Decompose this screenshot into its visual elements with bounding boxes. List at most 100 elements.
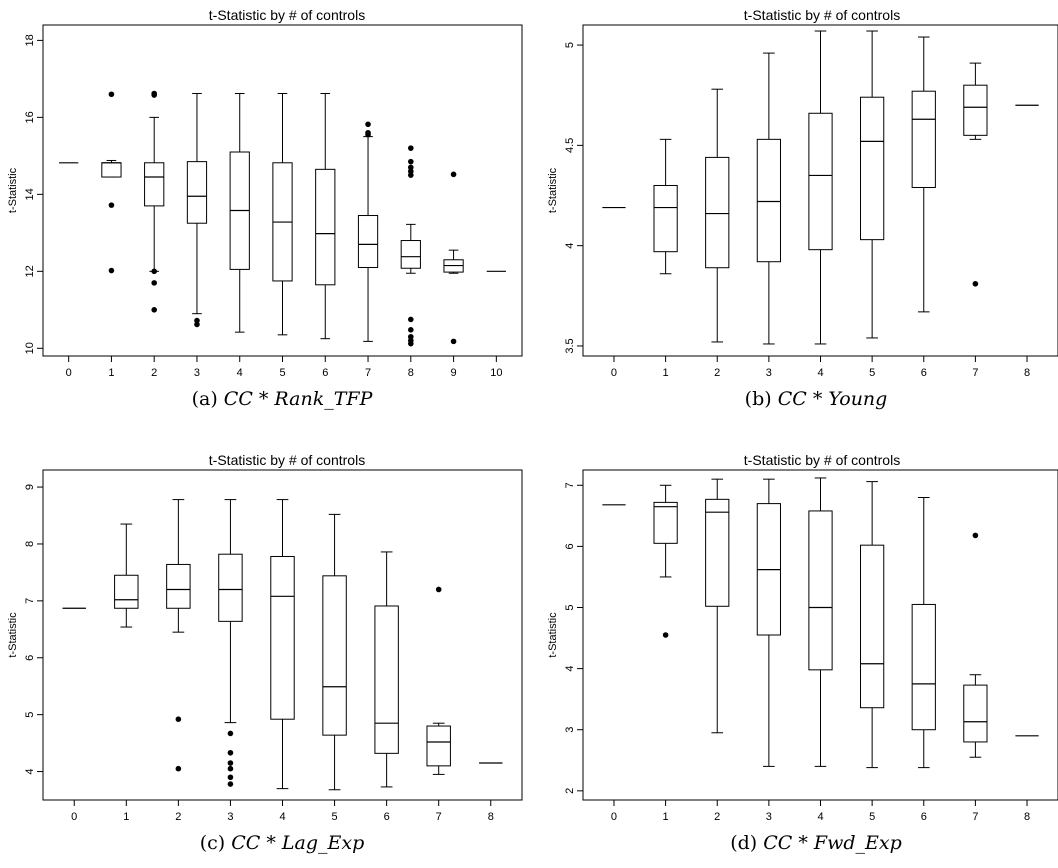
iqr-box — [426, 725, 451, 767]
x-tick-label: 5 — [279, 367, 285, 379]
box-3 — [186, 93, 208, 328]
x-tick-label: 6 — [322, 367, 328, 379]
outlier-point — [108, 91, 115, 98]
x-tick-label: 5 — [869, 811, 875, 823]
y-tick-label: 7 — [24, 598, 36, 604]
caption-math: CC * Young — [778, 388, 888, 410]
iqr-box — [911, 90, 936, 188]
panel-3: t-Statistic by # of controls 4 5 6 7 8 9 t-Stat… — [7, 452, 523, 854]
iqr-box — [808, 112, 833, 251]
outlier-point — [227, 781, 234, 787]
box-1 — [653, 484, 678, 638]
outlier-point — [227, 749, 234, 756]
iqr-box — [315, 168, 336, 286]
iqr-box — [218, 553, 243, 622]
outlier-point — [662, 632, 669, 638]
panel-1: t-Statistic by # of controls1012141618t-… — [7, 7, 523, 410]
x-tick-label: 2 — [714, 367, 720, 379]
y-tick-label: 7 — [564, 482, 576, 488]
y-tick-label: 4 — [24, 768, 36, 774]
box-4 — [808, 477, 833, 767]
x-tick-label: 7 — [436, 811, 442, 823]
box-6 — [315, 93, 336, 340]
iqr-box — [705, 156, 730, 269]
y-tick-label: 2 — [564, 788, 576, 794]
y-axis-label: t-Statistic — [7, 167, 19, 213]
x-tick-label: 5 — [869, 367, 875, 379]
x-tick-label: 7 — [365, 367, 371, 379]
y-tick-label: 5 — [24, 712, 36, 718]
y-tick-label: 14 — [24, 188, 36, 200]
x-tick-label: 2 — [151, 367, 157, 379]
iqr-box — [963, 684, 988, 743]
outlier-point — [227, 774, 234, 781]
caption-prefix: (a) — [192, 388, 224, 410]
outlier-point — [408, 158, 414, 165]
iqr-box — [653, 184, 678, 253]
iqr-box — [808, 510, 833, 671]
iqr-box — [144, 162, 165, 207]
iqr-box — [963, 84, 988, 136]
outlier-point — [408, 168, 414, 175]
outlier-point — [450, 338, 457, 345]
iqr-box — [756, 138, 781, 263]
iqr-box — [101, 162, 122, 178]
iqr-box — [166, 563, 191, 609]
iqr-box — [186, 161, 208, 224]
x-tick-label: 4 — [279, 811, 285, 823]
outlier-point — [408, 327, 414, 333]
caption-prefix: (d) — [730, 832, 763, 854]
panel-2: t-Statistic by # of controls 3.5 4 4.5 5 t-St… — [547, 7, 1058, 410]
iqr-box — [860, 96, 885, 241]
x-tick-label: 2 — [714, 811, 720, 823]
outlier-point — [408, 164, 414, 171]
panel-caption: (a) CC * Rank_TFP — [192, 388, 374, 410]
iqr-box — [114, 574, 139, 609]
outlier-point — [972, 280, 979, 287]
x-tick-label: 7 — [972, 811, 978, 823]
x-tick-label: 0 — [66, 367, 72, 379]
outlier-point — [408, 145, 414, 151]
y-axis-label: t-Statistic — [7, 612, 19, 658]
iqr-box — [653, 501, 678, 544]
x-tick-label: 2 — [175, 811, 181, 823]
y-axis-label: t-Statistic — [547, 612, 559, 658]
x-tick-label: 3 — [194, 367, 200, 379]
box-1 — [114, 523, 139, 628]
box-5 — [860, 481, 885, 769]
box-3 — [218, 499, 243, 787]
outlier-point — [194, 317, 200, 324]
x-tick-label: 10 — [490, 367, 502, 379]
x-tick-label: 0 — [611, 367, 617, 379]
outlier-point — [227, 760, 234, 766]
caption-math: CC * Fwd_Exp — [763, 832, 902, 854]
x-tick-label: 8 — [408, 367, 414, 379]
x-tick-label: 3 — [766, 811, 772, 823]
box-3 — [756, 478, 781, 767]
caption-math: CC * Rank_TFP — [224, 388, 374, 410]
box-5 — [272, 93, 293, 336]
outlier-point — [435, 586, 442, 593]
outlier-point — [408, 333, 414, 340]
x-tick-label: 1 — [663, 811, 669, 823]
x-tick-label: 1 — [123, 811, 129, 823]
x-tick-label: 4 — [817, 367, 823, 379]
x-tick-label: 8 — [488, 811, 494, 823]
y-tick-label: 10 — [24, 342, 36, 354]
outlier-point — [450, 171, 457, 178]
y-tick-label: 6 — [24, 655, 36, 661]
box-2 — [166, 499, 191, 772]
panel-4: t-Statistic by # of controls 2 3 4 5 6 7 t-Stat… — [547, 452, 1058, 854]
box-1 — [101, 91, 122, 274]
box-1 — [653, 138, 678, 275]
y-tick-label: 4.5 — [564, 138, 576, 153]
y-tick-label: 5 — [564, 42, 576, 48]
y-tick-label: 3 — [564, 727, 576, 733]
y-tick-label: 18 — [24, 34, 36, 46]
box-5 — [860, 30, 885, 339]
outlier-point — [365, 131, 371, 138]
x-tick-label: 4 — [817, 811, 823, 823]
outlier-point — [108, 202, 115, 208]
